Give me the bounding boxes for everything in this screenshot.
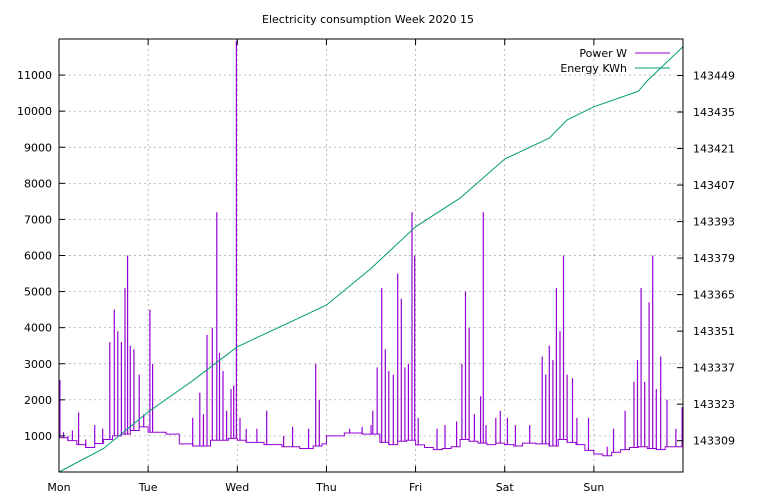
y-tick-label-right: 143323 bbox=[693, 398, 735, 411]
y-tick-label-left: 2000 bbox=[24, 394, 52, 407]
y-tick-label-left: 9000 bbox=[24, 141, 52, 154]
x-tick-label: Wed bbox=[225, 481, 249, 494]
x-tick-label: Sun bbox=[583, 481, 604, 494]
y-tick-label-left: 10000 bbox=[17, 105, 52, 118]
y-tick-label-right: 143337 bbox=[693, 362, 735, 375]
y-tick-label-left: 4000 bbox=[24, 322, 52, 335]
y-tick-label-right: 143351 bbox=[693, 325, 735, 338]
y-tick-label-right: 143365 bbox=[693, 289, 735, 302]
y-tick-label-right: 143309 bbox=[693, 435, 735, 448]
plot-frame bbox=[58, 38, 684, 473]
y-tick-label-left: 7000 bbox=[24, 213, 52, 226]
y-tick-label-right: 143421 bbox=[693, 143, 735, 156]
y-tick-label-right: 143407 bbox=[693, 179, 735, 192]
chart-title: Electricity consumption Week 2020 15 bbox=[262, 13, 474, 26]
energy-line bbox=[58, 46, 684, 473]
y-tick-label-left: 3000 bbox=[24, 358, 52, 371]
y-tick-label-right: 143393 bbox=[693, 216, 735, 229]
y-tick-label-left: 1000 bbox=[24, 430, 52, 443]
axes: Mon Tue Wed Thu Fri Sat Sun 1000 2000 3000 4000 500… bbox=[17, 38, 735, 494]
y-tick-label-right: 143379 bbox=[693, 252, 735, 265]
power-series bbox=[59, 40, 684, 457]
power-baseline bbox=[59, 426, 684, 457]
x-tick-label: Fri bbox=[409, 481, 422, 494]
y-tick-label-right: 143435 bbox=[693, 106, 735, 119]
x-tick-label: Mon bbox=[47, 481, 70, 494]
x-tick-label: Sat bbox=[496, 481, 515, 494]
y-tick-label-left: 8000 bbox=[24, 177, 52, 190]
x-tick-label: Tue bbox=[138, 481, 158, 494]
y-tick-label-right: 143449 bbox=[693, 70, 735, 83]
y-tick-label-left: 6000 bbox=[24, 250, 52, 263]
energy-series bbox=[58, 46, 684, 473]
legend-label: Energy KWh bbox=[560, 62, 627, 75]
y-tick-label-left: 11000 bbox=[17, 69, 52, 82]
x-tick-label: Thu bbox=[315, 481, 337, 494]
legend-label: Power W bbox=[579, 47, 627, 60]
legend: Power W Energy KWh bbox=[560, 47, 670, 75]
grid-lines bbox=[59, 39, 683, 472]
y-tick-label-left: 5000 bbox=[24, 286, 52, 299]
